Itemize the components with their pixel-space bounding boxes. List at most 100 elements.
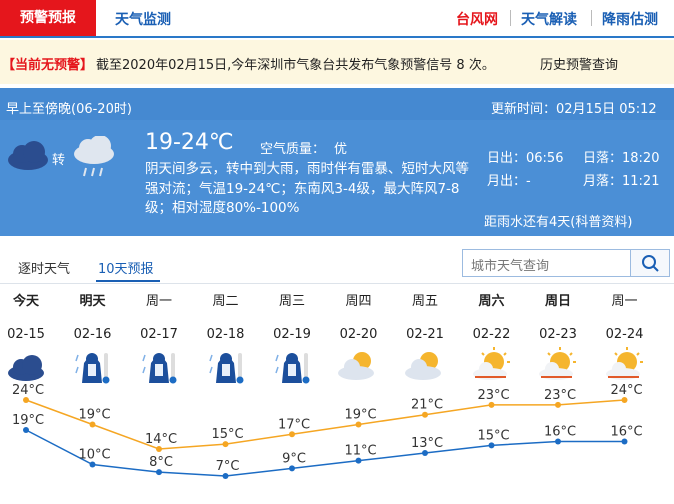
forecast: 今天 02-15 明天 02-16 周一 02-17 周二 02-18 周三 02-19 周四 02-… (7, 293, 644, 479)
lows-point (222, 473, 229, 479)
lows-label: 7°C (216, 459, 240, 474)
date: 02-15 (7, 327, 45, 342)
day: 周六 (478, 293, 504, 309)
lows-point (355, 457, 362, 464)
highs-label: 23°C (544, 388, 576, 403)
tab[interactable]: 天气监测 (115, 12, 171, 28)
day: 周四 (345, 294, 371, 309)
lows-label: 19°C (12, 413, 44, 428)
lows-point (555, 438, 561, 445)
date: 02-22 (473, 327, 511, 342)
sunrise: 日出：06:56 (487, 151, 564, 166)
separator (510, 10, 511, 26)
alert-bar: 【当前无预警】 截至2020年02月15日,今年深圳市气象台共发布气象预警信号 … (0, 40, 674, 84)
day: 周二 (212, 294, 238, 309)
day: 明天 (79, 294, 106, 309)
link[interactable]: 降雨估测 (602, 12, 658, 28)
lows-point (89, 461, 96, 468)
divider (0, 283, 674, 284)
sunset: 日落：18:20 (583, 151, 660, 166)
date: 02-19 (273, 327, 311, 342)
alert-status: 【当前无预警】 (2, 58, 94, 73)
tab[interactable]: 10天预报 (98, 262, 154, 277)
lows-label: 11°C (344, 444, 376, 459)
search-placeholder: 城市天气查询 (471, 259, 550, 274)
alert-link[interactable]: 历史预警查询 (540, 58, 619, 73)
date: 02-21 (406, 327, 444, 342)
panel-band (0, 88, 674, 120)
highs-label: 19°C (78, 408, 110, 423)
day: 周日 (545, 294, 571, 309)
date: 02-16 (74, 327, 112, 342)
lows-label: 9°C (282, 451, 306, 466)
highs-point (156, 446, 162, 452)
tab-underline (96, 280, 160, 282)
date: 02-17 (140, 327, 178, 342)
highs-point (488, 401, 495, 408)
highs-point (222, 441, 229, 448)
lows-point (23, 427, 29, 433)
moonrise: 月出：- (487, 174, 531, 189)
lows-label: 8°C (149, 455, 173, 470)
lows-label: 13°C (411, 436, 443, 451)
tab[interactable]: 预警预报 (0, 0, 96, 36)
date: 02-24 (606, 327, 644, 342)
highs-label: 24°C (610, 383, 642, 398)
date: 02-23 (539, 327, 577, 342)
lows-line (25, 429, 625, 477)
alert-message: 截至2020年02月15日,今年深圳市气象台共发布气象预警信号 8 次。 (96, 58, 495, 73)
lows-label: 15°C (477, 428, 509, 443)
date: 02-18 (207, 327, 245, 342)
moonset: 月落：11:21 (583, 174, 660, 189)
lows-point (289, 465, 295, 472)
highs-point (289, 431, 295, 438)
highs-point (621, 397, 628, 403)
lows-point (621, 438, 628, 445)
search-box[interactable]: 城市天气查询 (462, 249, 670, 277)
update-time: 更新时间：02月15日 05:12 (491, 102, 657, 117)
today-panel: 早上至傍晚(06-20时) 更新时间：02月15日 05:12 转 19-24℃… (0, 88, 674, 236)
link[interactable]: 天气解读 (521, 12, 577, 28)
highs-label: 19°C (344, 408, 376, 423)
highs-label: 24°C (12, 383, 44, 398)
icon (8, 346, 644, 385)
highs-point (555, 401, 561, 408)
lows-label: 16°C (544, 425, 576, 440)
highs-label: 17°C (278, 417, 310, 432)
lows-point (156, 469, 162, 476)
highs-point (355, 421, 362, 428)
highs-label: 15°C (211, 427, 243, 442)
weather-icons (8, 136, 114, 177)
air-quality: 优 (334, 142, 348, 157)
highs-line (25, 399, 625, 450)
lows-label: 16°C (610, 425, 642, 440)
solar-term[interactable]: 距雨水还有4天(科普资料) (484, 215, 633, 230)
air-quality-label: 空气质量： (260, 142, 326, 157)
period: 早上至傍晚(06-20时) (6, 102, 132, 117)
search-icon (642, 255, 659, 272)
highs-point (23, 397, 29, 403)
highs-label: 23°C (477, 388, 509, 403)
separator (591, 10, 592, 26)
highs-point (89, 421, 96, 428)
temperature: 19-24℃ (145, 130, 234, 155)
day: 周一 (146, 294, 172, 309)
highs-label: 21°C (411, 398, 443, 413)
lows-point (422, 450, 428, 456)
day: 今天 (12, 293, 40, 309)
day: 周三 (279, 294, 305, 309)
transition: 转 (52, 153, 66, 168)
highs-label: 14°C (145, 432, 177, 447)
highs-point (422, 411, 428, 418)
link[interactable]: 台风网 (456, 12, 498, 28)
lows-label: 10°C (78, 448, 110, 463)
day: 周一 (611, 294, 637, 309)
search-button[interactable] (630, 250, 669, 276)
header: 预警预报 天气监测 台风网 天气解读 降雨估测 (0, 0, 674, 38)
day: 周五 (412, 294, 438, 309)
description: 阴天间多云，转中到大雨，雨时伴有雷暴、短时大风等强对流；气温19-24℃；东南风… (145, 161, 469, 216)
lows-point (488, 442, 495, 449)
date: 02-20 (340, 327, 378, 342)
tab[interactable]: 逐时天气 (18, 262, 71, 277)
